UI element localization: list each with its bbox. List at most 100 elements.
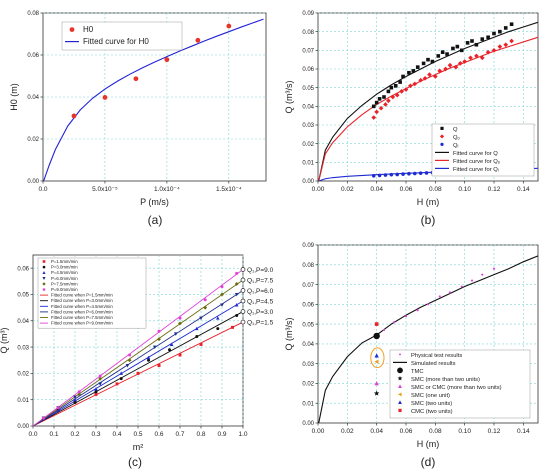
x-tick-label: 0.2 (70, 431, 79, 438)
y-tick-label: 0.01 (17, 398, 29, 404)
data-point (127, 358, 132, 363)
y-tick-label: 0.06 (27, 53, 39, 59)
data-point (470, 279, 474, 282)
y-tick-label: 0.05 (17, 293, 29, 299)
data-point (226, 23, 232, 29)
data-point (497, 44, 503, 49)
data-point (486, 35, 490, 40)
y-tick-label: 0.07 (302, 283, 314, 289)
data-point (157, 363, 161, 367)
data-point (481, 273, 484, 276)
x-tick-label: 0.10 (458, 186, 471, 193)
data-point (503, 42, 509, 48)
fitted-line (33, 300, 243, 426)
end-label: Q₁,P=1.5 (247, 320, 274, 327)
data-point (383, 173, 388, 177)
data-point (412, 81, 418, 87)
legend-label: Fitted curve for Qₒ (453, 159, 501, 165)
data-point (451, 46, 455, 51)
legend-marker (398, 384, 402, 388)
end-marker (240, 298, 246, 304)
data-point (377, 97, 382, 101)
y-tick-label: 0.07 (302, 49, 314, 55)
legend-label: Qᵢ (453, 143, 459, 149)
data-point (147, 358, 150, 362)
data-point (382, 328, 386, 332)
data-point (195, 335, 199, 339)
y-tick-label: 0.01 (302, 161, 314, 167)
legend-marker (42, 265, 46, 269)
y-tick-label: 0.00 (27, 179, 39, 185)
x-tick-label: 0.9 (217, 431, 226, 438)
y-tick-label: 0.01 (302, 401, 314, 407)
data-point (492, 267, 496, 270)
end-label: Q₁,P=4.5 (247, 299, 274, 306)
legend-label: P=6.0mm/min (51, 276, 78, 281)
x-tick-label: 0.14 (517, 186, 530, 193)
data-point (56, 408, 60, 412)
plot-marks (318, 255, 538, 423)
data-point (195, 37, 201, 43)
data-point (371, 173, 376, 178)
data-point (509, 22, 514, 26)
data-point (480, 37, 485, 41)
data-point (460, 285, 463, 288)
legend-label: P=3.0mm/min (51, 265, 78, 270)
legend-label: Fitted curve when P=1.5mm/min (51, 293, 113, 298)
end-marker (240, 267, 246, 272)
panel-label-c: (c) (128, 455, 142, 469)
y-tick-label: 0.00 (17, 424, 29, 430)
legend-label: Physical test results (411, 353, 462, 359)
end-marker (240, 288, 246, 293)
panel-label-d: (d) (421, 455, 436, 469)
x-tick-label: 1.0 (238, 431, 247, 438)
data-point (389, 172, 394, 177)
data-point (216, 316, 220, 320)
data-point (169, 342, 174, 346)
data-point (447, 62, 453, 68)
legend-label: Simulated results (411, 361, 456, 367)
data-point (178, 321, 182, 326)
data-point (119, 377, 123, 381)
data-point (382, 95, 386, 99)
legend-label: CMC (two units) (411, 409, 453, 415)
legend-label: Fitted curve when P=3.0mm/min (51, 298, 113, 303)
chart-panel-b: 0.00 0.02 0.04 0.06 0.08 0.10 0.12 0.14 0.00 0.01… (284, 11, 539, 207)
x-tick-label: 0.06 (400, 428, 413, 435)
data-point (426, 57, 430, 62)
chart-panel-d: 0.00 0.02 0.04 0.06 0.08 0.10 0.12 0.14 0.00 0.01… (284, 243, 539, 449)
data-point (73, 400, 77, 404)
data-point (374, 100, 379, 105)
y-tick-label: 0.03 (302, 362, 314, 368)
data-point (371, 104, 376, 109)
legend-label: SMC (more than two units) (411, 377, 480, 383)
y-tick-label: 0.06 (302, 303, 314, 309)
data-point (77, 392, 82, 397)
data-point (470, 39, 474, 43)
legend-label: Fitted curve when P=4.5mm/min (51, 304, 113, 309)
data-point (153, 345, 157, 350)
data-point (491, 47, 497, 53)
x-tick-label: 5.0x10⁻⁵ (92, 186, 118, 193)
data-point (374, 359, 379, 364)
legend-marker (42, 277, 46, 280)
data-point (424, 171, 429, 175)
legend-marker (42, 282, 46, 286)
data-point (399, 89, 404, 94)
legend-label: P=7.5mm/min (51, 281, 78, 286)
data-point (415, 65, 420, 69)
y-axis-label: Q (m³) (0, 328, 9, 354)
end-label: Q₁,P=7.5 (247, 277, 274, 284)
legend-marker (398, 408, 402, 412)
legend-marker (397, 367, 403, 374)
data-point (418, 77, 424, 83)
legend-box (431, 123, 535, 177)
x-tick-label: 0.08 (429, 186, 442, 193)
legend-marker (42, 271, 46, 274)
data-point (503, 26, 508, 30)
end-label: Q₁,P=9.0 (247, 267, 274, 274)
data-point (407, 171, 411, 176)
end-marker (240, 309, 246, 314)
x-tick-label: 1.0x10⁻⁴ (154, 186, 180, 193)
data-point (462, 59, 468, 64)
